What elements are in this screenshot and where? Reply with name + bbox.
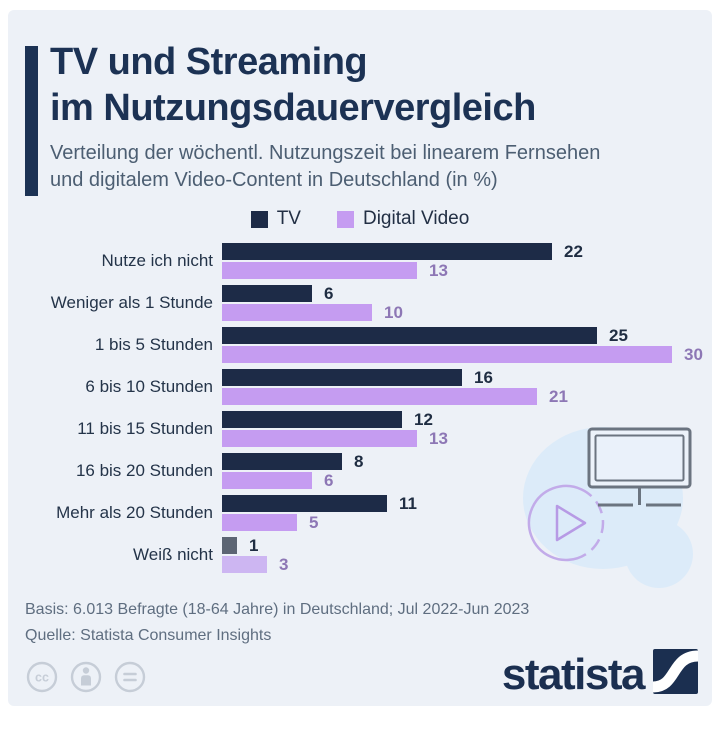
statista-logo[interactable]: statista xyxy=(501,649,698,700)
chart-rows: Nutze ich nicht 22 13 Weniger als 1 Stunde 6… xyxy=(25,241,712,574)
page-title: TV und Streaming im Nutzungsdauerverglei… xyxy=(50,40,692,131)
source-footer: Basis: 6.013 Befragte (18-64 Jahre) in D… xyxy=(25,597,529,650)
subtitle-line-1: Verteilung der wöchentl. Nutzungszeit be… xyxy=(50,142,601,165)
chart-row: Nutze ich nicht 22 13 xyxy=(25,241,712,280)
bar-tv xyxy=(222,537,237,555)
chart-row: Mehr als 20 Stunden 11 5 xyxy=(25,493,712,532)
bar-tv xyxy=(222,495,387,513)
bar-digital-video xyxy=(222,514,297,532)
chart-row: 1 bis 5 Stunden 25 30 xyxy=(25,325,712,364)
bar-tv xyxy=(222,453,342,471)
category-label: Weniger als 1 Stunde xyxy=(50,293,213,313)
basis-note: Basis: 6.013 Befragte (18-64 Jahre) in D… xyxy=(25,601,530,618)
legend-item-digital-video: Digital Video xyxy=(336,208,470,230)
value-label: 13 xyxy=(429,428,448,448)
value-label: 6 xyxy=(324,470,334,490)
source-note: Quelle: Statista Consumer Insights xyxy=(25,627,272,645)
value-label: 12 xyxy=(414,409,433,429)
value-label: 30 xyxy=(684,344,703,364)
value-label: 13 xyxy=(429,260,448,280)
category-label: 16 bis 20 Stunden xyxy=(75,461,213,481)
title-accent-bar xyxy=(25,46,38,196)
category-label: 11 bis 15 Stunden xyxy=(77,419,213,439)
category-label: Nutze ich nicht xyxy=(101,251,214,271)
chart-legend: TV Digital Video xyxy=(8,208,712,230)
bar-digital-video xyxy=(222,388,537,406)
bar-tv xyxy=(222,327,597,345)
bar-digital-video xyxy=(222,262,417,280)
bar-digital-video xyxy=(222,346,672,364)
cc-icon[interactable]: cc xyxy=(25,660,59,694)
svg-text:cc: cc xyxy=(35,671,49,685)
header: TV und Streaming im Nutzungsdauerverglei… xyxy=(8,10,712,193)
bar-digital-video xyxy=(222,556,267,574)
category-label: Weiß nicht xyxy=(133,545,213,565)
bar-chart: Nutze ich nicht 22 13 Weniger als 1 Stunde 6… xyxy=(8,241,712,574)
value-label: 8 xyxy=(354,451,364,471)
value-label: 5 xyxy=(309,512,319,532)
attribution-icon[interactable] xyxy=(69,660,103,694)
infographic-canvas: TV und Streaming im Nutzungsdauerverglei… xyxy=(8,10,712,706)
value-label: 10 xyxy=(384,302,403,322)
legend-label-digital-video: Digital Video xyxy=(362,208,470,230)
value-label: 25 xyxy=(609,325,628,345)
subtitle: Verteilung der wöchentl. Nutzungszeit be… xyxy=(50,140,692,193)
title-line-1: TV und Streaming xyxy=(50,41,368,83)
value-label: 11 xyxy=(399,493,417,513)
category-label: Mehr als 20 Stunden xyxy=(56,503,213,523)
bar-digital-video xyxy=(222,304,372,322)
bar-digital-video xyxy=(222,430,417,448)
value-label: 21 xyxy=(549,386,568,406)
value-label: 22 xyxy=(564,241,583,261)
subtitle-line-2: und digitalem Video-Content in Deutschla… xyxy=(50,168,498,191)
bar-tv xyxy=(222,369,462,387)
value-label: 6 xyxy=(324,283,334,303)
bar-tv xyxy=(222,411,402,429)
chart-row: Weiß nicht 1 3 xyxy=(25,535,712,574)
chart-row: 6 bis 10 Stunden 16 21 xyxy=(25,367,712,406)
digital-video-swatch-icon xyxy=(336,210,354,228)
bar-tv xyxy=(222,243,552,261)
chart-row: 11 bis 15 Stunden 12 13 xyxy=(25,409,712,448)
bar-digital-video xyxy=(222,472,312,490)
chart-row: Weniger als 1 Stunde 6 10 xyxy=(25,283,712,322)
value-label: 3 xyxy=(279,554,289,574)
chart-row: 16 bis 20 Stunden 8 6 xyxy=(25,451,712,490)
legend-item-tv: TV xyxy=(250,208,301,230)
category-label: 1 bis 5 Stunden xyxy=(94,335,213,355)
tv-swatch-icon xyxy=(250,210,268,228)
statista-wordmark: statista xyxy=(501,650,646,700)
bar-tv xyxy=(222,285,312,303)
value-label: 1 xyxy=(249,535,259,555)
cc-license[interactable]: cc xyxy=(25,660,147,694)
value-label: 16 xyxy=(474,367,493,387)
legend-label-tv: TV xyxy=(276,208,301,230)
statista-mark-icon xyxy=(653,649,698,694)
title-line-2: im Nutzungsdauervergleich xyxy=(50,86,536,129)
equals-icon[interactable] xyxy=(113,660,147,694)
category-label: 6 bis 10 Stunden xyxy=(85,377,213,397)
